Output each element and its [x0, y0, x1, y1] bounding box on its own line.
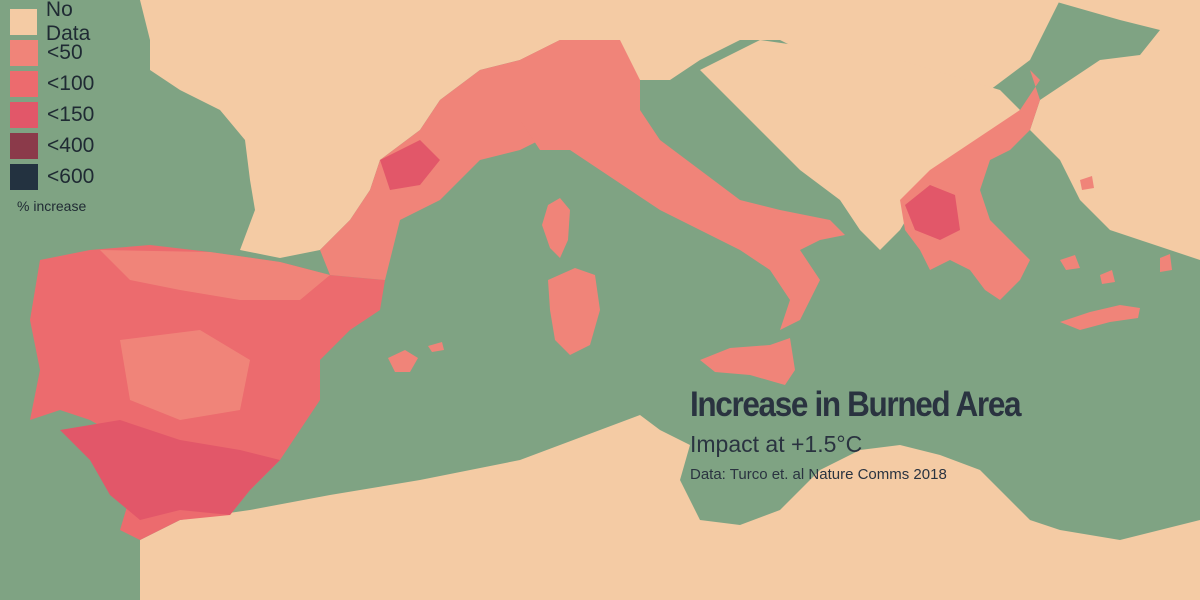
- land-anatolia: [1030, 0, 1200, 260]
- legend-swatch: [10, 70, 38, 97]
- map-title: Increase in Burned Area: [690, 385, 1022, 424]
- legend-item-lt600: <600: [0, 161, 120, 192]
- region-france-alps: [380, 140, 440, 190]
- legend-unit: % increase: [17, 198, 87, 214]
- legend-item-lt100: <100: [0, 68, 120, 99]
- legend-label: <150: [47, 102, 95, 126]
- legend-swatch: [10, 8, 37, 35]
- land-france-europe: [140, 0, 1060, 258]
- legend-label: <50: [47, 40, 83, 64]
- legend-label: <600: [47, 164, 95, 188]
- legend-item-no-data: No Data: [0, 0, 120, 45]
- legend-item-lt150: <150: [0, 99, 120, 130]
- legend: No Data <50 <100 <150 <400 <600 % increa…: [0, 0, 120, 214]
- region-greece: [900, 70, 1040, 300]
- land-balkans: [700, 40, 1020, 250]
- region-balearic-menorca: [428, 342, 444, 352]
- data-source: Data: Turco et. al Nature Comms 2018: [690, 466, 947, 483]
- legend-swatch: [10, 132, 38, 159]
- region-aegean-island-3: [1160, 254, 1172, 272]
- legend-label: No Data: [45, 0, 91, 45]
- legend-swatch: [10, 101, 38, 128]
- region-crete: [1060, 305, 1140, 330]
- land-north-africa: [140, 415, 1200, 600]
- region-greece-interior: [905, 185, 960, 240]
- legend-label: <400: [47, 133, 95, 157]
- title-block: Increase in Burned Area Impact at +1.5°C…: [690, 385, 1057, 483]
- map-subtitle: Impact at +1.5°C: [690, 431, 863, 457]
- region-italy: [520, 40, 845, 330]
- region-iberia-north: [100, 250, 330, 300]
- legend-label: <100: [47, 71, 95, 95]
- region-aegean-island-1: [1060, 255, 1080, 270]
- region-sicily: [700, 338, 795, 385]
- legend-item-lt400: <400: [0, 130, 120, 161]
- legend-swatch: [10, 163, 38, 190]
- region-aegean-island-4: [1080, 176, 1094, 190]
- region-iberia-south: [60, 420, 280, 520]
- region-iberia-center: [120, 330, 250, 420]
- legend-swatch: [10, 39, 38, 66]
- region-balearic-mallorca: [388, 350, 418, 372]
- legend-item-lt50: <50: [0, 37, 120, 68]
- region-aegean-island-2: [1100, 270, 1115, 284]
- region-sardinia: [548, 268, 600, 355]
- region-corsica: [542, 198, 570, 258]
